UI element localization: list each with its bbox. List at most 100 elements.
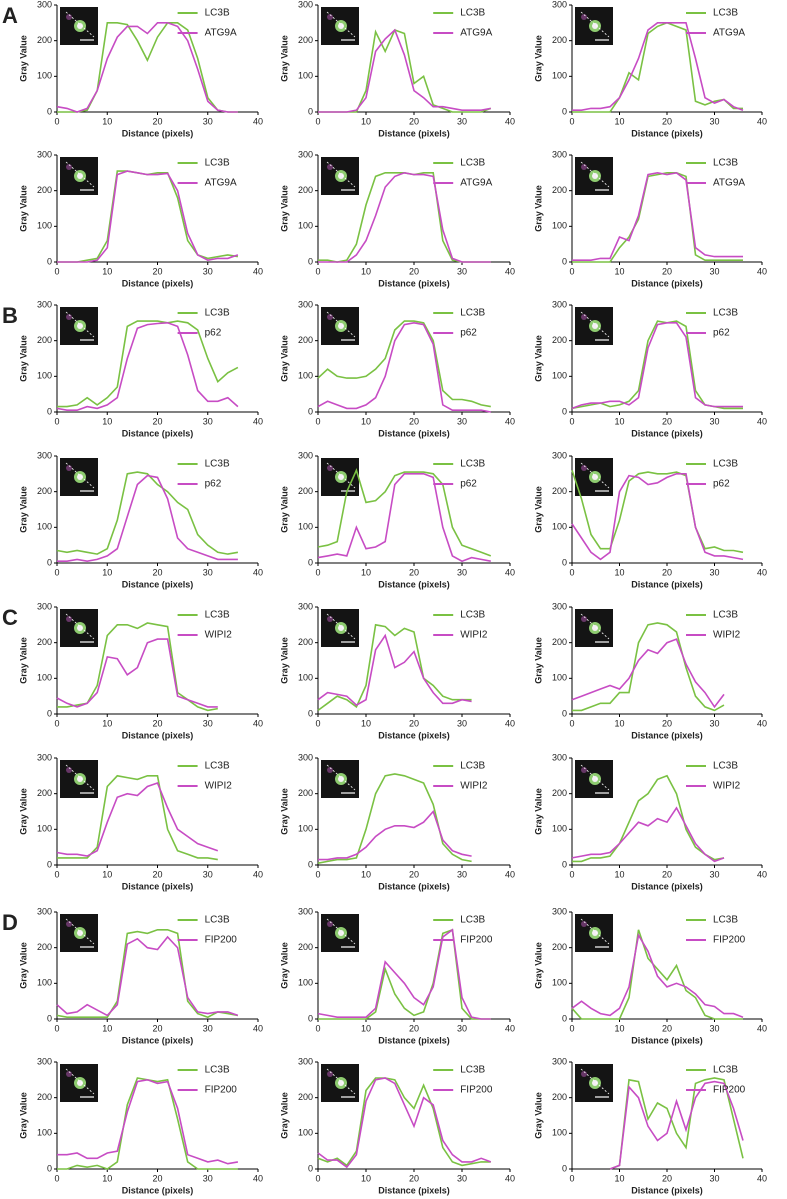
inset-blob: [592, 930, 598, 936]
x-tick-label: 10: [614, 416, 624, 426]
x-axis-label: Distance (pixels): [122, 1035, 194, 1045]
y-tick-label: 300: [298, 0, 313, 9]
y-tick-label: 0: [308, 106, 313, 116]
x-tick-label: 40: [253, 1173, 263, 1183]
y-tick-label: 200: [552, 1092, 567, 1102]
x-tick-label: 0: [569, 718, 574, 728]
data-line: [56, 638, 218, 708]
legend-label: WIPI2: [713, 630, 741, 641]
legend-label: LC3B: [205, 8, 230, 19]
y-tick-label: 0: [562, 106, 567, 116]
legend-label: LC3B: [460, 459, 485, 470]
legend-label: p62: [713, 328, 730, 339]
x-tick-label: 0: [315, 266, 320, 276]
y-tick-label: 300: [552, 601, 567, 611]
data-line: [317, 928, 491, 1020]
inset-blob: [592, 625, 598, 631]
y-tick-label: 200: [37, 185, 52, 195]
y-tick-label: 0: [47, 106, 52, 116]
y-axis-label: Gray Value: [533, 335, 543, 382]
x-axis-label: Distance (pixels): [631, 1185, 703, 1195]
y-tick-label: 200: [298, 335, 313, 345]
inset-blob: [592, 173, 598, 179]
y-tick-label: 200: [37, 335, 52, 345]
data-line: [56, 935, 239, 1017]
data-line: [56, 929, 239, 1019]
y-tick-label: 100: [552, 71, 567, 81]
x-tick-label: 20: [409, 416, 419, 426]
x-tick-label: 20: [152, 266, 162, 276]
x-axis-label: Distance (pixels): [378, 1035, 450, 1045]
legend-label: FIP200: [205, 1085, 238, 1096]
y-tick-label: 200: [552, 335, 567, 345]
legend-label: WIPI2: [460, 781, 488, 792]
x-tick-label: 30: [203, 1173, 213, 1183]
x-tick-label: 40: [757, 416, 767, 426]
inset-blob: [592, 23, 598, 29]
x-tick-label: 10: [361, 1023, 371, 1033]
x-tick-label: 40: [505, 266, 515, 276]
y-tick-label: 300: [298, 752, 313, 762]
legend-label: LC3B: [205, 1065, 230, 1076]
legend-label: LC3B: [205, 761, 230, 772]
y-tick-label: 300: [552, 906, 567, 916]
x-tick-label: 0: [54, 1023, 59, 1033]
x-axis-label: Distance (pixels): [378, 579, 450, 589]
y-tick-label: 100: [37, 71, 52, 81]
x-axis-label: Distance (pixels): [631, 579, 703, 589]
data-line: [56, 321, 239, 411]
data-line: [609, 1077, 744, 1170]
data-line: [56, 471, 239, 555]
legend-label: LC3B: [713, 761, 738, 772]
inset-blob: [77, 776, 83, 782]
x-tick-label: 30: [203, 266, 213, 276]
legend-label: ATG9A: [205, 178, 237, 189]
y-tick-label: 100: [298, 522, 313, 532]
x-tick-label: 20: [662, 1173, 672, 1183]
x-tick-label: 0: [569, 869, 574, 879]
y-tick-label: 200: [37, 35, 52, 45]
x-tick-label: 30: [709, 869, 719, 879]
inset-blob: [592, 474, 598, 480]
y-tick-label: 100: [298, 371, 313, 381]
x-axis-label: Distance (pixels): [122, 730, 194, 740]
y-tick-label: 100: [37, 824, 52, 834]
data-line: [318, 809, 472, 861]
y-tick-label: 0: [308, 406, 313, 416]
x-tick-label: 30: [709, 1173, 719, 1183]
y-axis-label: Gray Value: [533, 486, 543, 533]
x-tick-label: 40: [505, 1173, 515, 1183]
x-tick-label: 20: [409, 869, 419, 879]
legend-label: LC3B: [460, 158, 485, 169]
y-tick-label: 100: [37, 1128, 52, 1138]
y-tick-label: 100: [298, 978, 313, 988]
x-tick-label: 0: [315, 116, 320, 126]
legend-label: LC3B: [713, 308, 738, 319]
x-tick-label: 10: [361, 718, 371, 728]
x-tick-label: 30: [203, 116, 213, 126]
data-line: [56, 22, 238, 113]
y-tick-label: 200: [552, 35, 567, 45]
y-axis-label: Gray Value: [18, 942, 28, 989]
y-tick-label: 300: [298, 906, 313, 916]
y-axis-label: Gray Value: [18, 637, 28, 684]
y-axis-label: Gray Value: [279, 637, 289, 684]
data-line: [317, 1077, 492, 1169]
data-line: [571, 929, 743, 1020]
y-tick-label: 0: [308, 256, 313, 266]
x-tick-label: 30: [709, 718, 719, 728]
x-tick-label: 20: [152, 116, 162, 126]
inset-blob: [592, 776, 598, 782]
x-tick-label: 10: [102, 416, 112, 426]
x-tick-label: 10: [102, 567, 112, 577]
x-tick-label: 30: [457, 416, 467, 426]
legend-label: ATG9A: [713, 28, 745, 39]
x-tick-label: 10: [614, 266, 624, 276]
data-line: [57, 774, 218, 861]
y-tick-label: 100: [298, 673, 313, 683]
legend-label: LC3B: [460, 8, 485, 19]
x-tick-label: 10: [102, 1023, 112, 1033]
inset-blob: [77, 625, 83, 631]
legend-label: p62: [460, 328, 477, 339]
x-tick-label: 40: [757, 567, 767, 577]
